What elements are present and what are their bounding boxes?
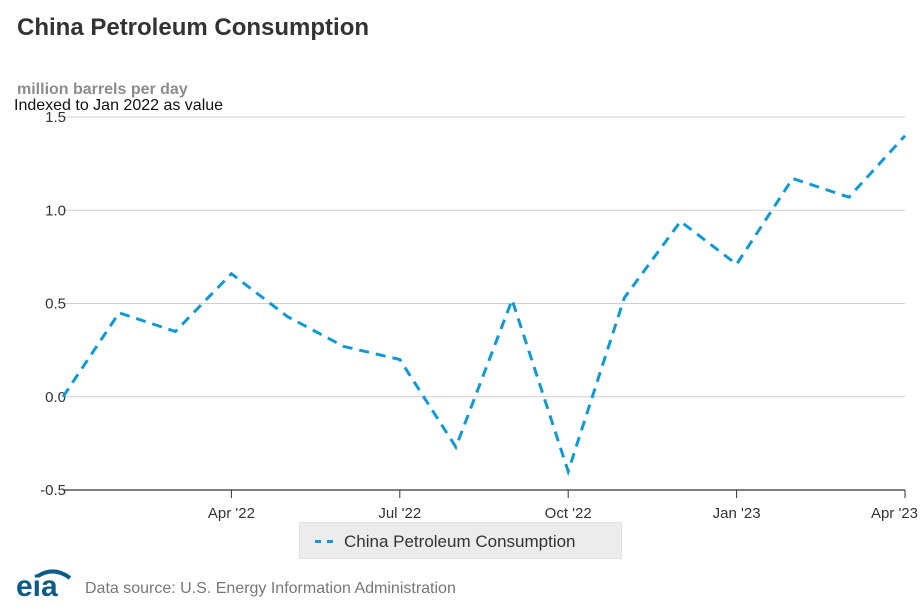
data-point[interactable] (225, 268, 237, 280)
x-axis: Apr '22 Jul '22 Oct '22 Jan '23 Apr '23 (208, 490, 918, 522)
data-point[interactable] (787, 173, 799, 185)
data-point[interactable] (506, 294, 518, 306)
y-tick-label: -0.5 (40, 482, 66, 499)
logo-text: eia (16, 570, 58, 603)
data-point[interactable] (450, 441, 462, 453)
data-point[interactable] (57, 391, 69, 403)
data-point[interactable] (899, 130, 911, 142)
legend-item-china-petroleum-consumption[interactable]: China Petroleum Consumption (344, 532, 576, 551)
chart-subtitle: Indexed to Jan 2022 as value (14, 97, 224, 114)
data-point[interactable] (338, 340, 350, 352)
y-tick-label: 1.5 (45, 109, 66, 126)
series-line-china-petroleum-consumption[interactable] (61, 134, 907, 477)
y-axis-ticks: 1.5 1.0 0.5 0.0 -0.5 (40, 109, 66, 499)
eia-logo[interactable]: eia (14, 566, 74, 606)
data-point[interactable] (843, 191, 855, 203)
data-point[interactable] (674, 215, 686, 227)
data-point[interactable] (394, 353, 406, 365)
chart-title: China Petroleum Consumption (17, 14, 370, 41)
y-tick-label: 0.0 (45, 389, 66, 406)
x-tick-label: Oct '22 (545, 505, 592, 522)
x-tick-label: Apr '23 (871, 505, 918, 522)
y-tick-label: 1.0 (45, 202, 66, 219)
logo-swoosh (36, 569, 72, 580)
data-point[interactable] (282, 311, 294, 323)
data-point[interactable] (113, 307, 125, 319)
y-axis-unit: million barrels per day (17, 81, 188, 98)
y-tick-label: 0.5 (45, 296, 66, 313)
data-point[interactable] (618, 292, 630, 304)
legend-swatch (315, 540, 333, 543)
data-point[interactable] (731, 258, 743, 270)
x-tick-label: Jul '22 (378, 505, 421, 522)
data-source: Data source: U.S. Energy Information Adm… (85, 580, 456, 597)
x-tick-label: Apr '22 (208, 505, 255, 522)
data-point[interactable] (169, 325, 181, 337)
data-point[interactable] (562, 465, 574, 477)
legend[interactable]: China Petroleum Consumption (299, 522, 622, 559)
grid-lines (63, 116, 905, 491)
series-layer (57, 130, 911, 477)
x-tick-label: Jan '23 (713, 505, 761, 522)
